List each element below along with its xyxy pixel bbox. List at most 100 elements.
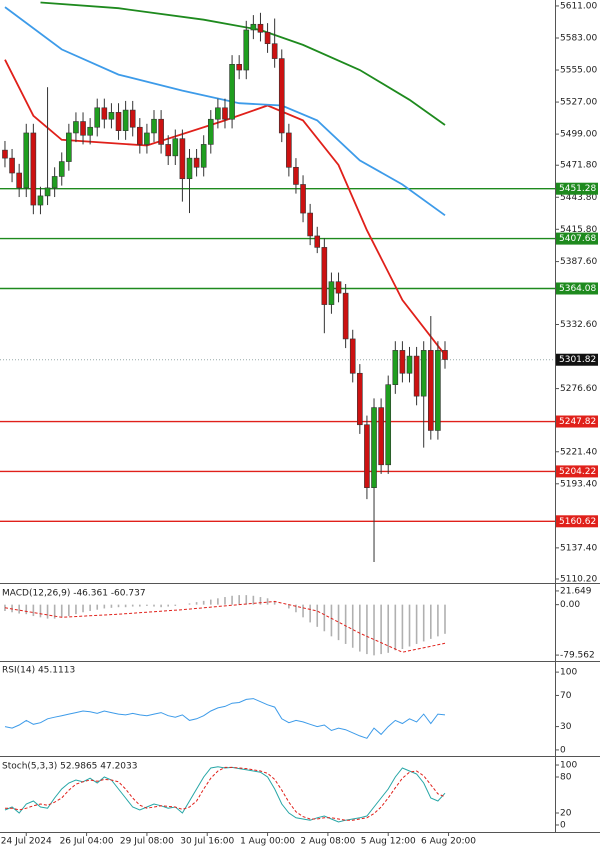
- macd-bar: [11, 604, 13, 613]
- candle-body: [144, 132, 150, 145]
- macd-bar: [231, 595, 233, 605]
- candle-body: [364, 424, 370, 488]
- y-tick-label: 5527.00: [560, 98, 597, 108]
- candle-body: [399, 350, 406, 374]
- candle-body: [80, 121, 86, 136]
- macd-bar: [437, 604, 439, 637]
- candle-body: [286, 132, 292, 168]
- macd-bar: [295, 604, 297, 613]
- x-tick-label: 30 Jul 16:00: [180, 837, 234, 847]
- macd-bar: [344, 604, 347, 644]
- macd-bar: [415, 604, 418, 644]
- macd-bar: [46, 604, 49, 619]
- macd-bar: [224, 597, 226, 605]
- candle-body: [30, 132, 37, 206]
- macd-bar: [401, 604, 404, 650]
- macd-bar: [408, 604, 411, 647]
- signal-line: [4, 600, 446, 653]
- macd-bar: [174, 604, 177, 606]
- y-tick-label: 80: [560, 773, 572, 783]
- macd-bar: [266, 598, 269, 605]
- panel-title: MACD(12,26,9) -46.361 -60.737: [2, 589, 146, 599]
- candle-body: [158, 118, 164, 145]
- candle-body: [392, 350, 399, 385]
- candle-body: [385, 384, 392, 466]
- candle-body: [101, 107, 108, 120]
- candle-body: [73, 121, 79, 134]
- candle-body: [342, 292, 349, 340]
- macd-bar: [39, 604, 42, 618]
- price-level-label: 5247.82: [559, 417, 596, 427]
- macd-bar: [4, 604, 6, 611]
- candle-body: [44, 187, 51, 197]
- y-tick-label: 30: [560, 722, 572, 732]
- candle-body: [129, 109, 136, 128]
- candle-body: [435, 350, 441, 431]
- macd-bar: [245, 595, 248, 605]
- y-tick-label: 0: [560, 745, 566, 755]
- candle-body: [200, 144, 207, 168]
- candle-body: [293, 166, 299, 185]
- macd-bar: [387, 604, 390, 653]
- y-tick-label: 5387.60: [560, 257, 597, 267]
- price-level-label: 5301.82: [559, 355, 596, 365]
- y-tick-label: 5110.20: [560, 574, 597, 584]
- price-level-label: 5160.62: [559, 517, 596, 527]
- candle-body: [51, 176, 58, 189]
- macd-bar: [288, 604, 290, 609]
- y-tick-label: 70: [560, 691, 572, 701]
- y-tick-label: 5471.80: [560, 161, 597, 171]
- price-level-label-box: [556, 353, 598, 366]
- x-tick-label: 26 Jul 04:00: [60, 837, 114, 847]
- y-tick-label: 5611.00: [560, 1, 597, 11]
- candle-body: [193, 157, 200, 168]
- macd-bar: [195, 602, 198, 605]
- macd-bar: [32, 604, 35, 617]
- macd-bar: [25, 604, 28, 615]
- price-level-label-box: [556, 465, 598, 478]
- candle-body: [165, 144, 172, 157]
- candle-body: [264, 31, 271, 45]
- price-level-label: 5407.68: [559, 234, 596, 244]
- macd-bar: [89, 604, 91, 611]
- y-tick-label: 5137.40: [560, 543, 597, 553]
- candle-body: [222, 107, 228, 120]
- macd-bar: [444, 604, 446, 634]
- price-level-label: 5204.22: [559, 467, 596, 477]
- macd-bar: [422, 604, 425, 642]
- macd-bar: [124, 604, 127, 608]
- candle-body: [87, 126, 93, 136]
- candle-body: [108, 112, 115, 120]
- candle-body: [250, 23, 257, 31]
- moving-average: [4, 6, 446, 217]
- macd-bar: [330, 604, 333, 637]
- candle-body: [186, 157, 193, 180]
- x-tick-label: 6 Aug 20:00: [421, 837, 476, 847]
- candle-body: [2, 149, 8, 159]
- candle-body: [378, 407, 384, 466]
- indicator-line: [4, 698, 446, 739]
- macd-bar: [82, 604, 84, 613]
- candle-body: [271, 43, 278, 59]
- candle-body: [371, 407, 377, 488]
- candle-body: [137, 126, 143, 145]
- macd-bar: [373, 604, 375, 656]
- price-level-label: 5364.08: [559, 284, 596, 294]
- indicator-line: [4, 766, 446, 823]
- moving-average: [40, 1, 446, 126]
- macd-bar: [53, 604, 56, 619]
- candle-body: [16, 172, 22, 189]
- x-tick-label: 24 Jul 2024: [1, 837, 52, 847]
- macd-bar: [160, 604, 162, 608]
- candle-body: [37, 195, 44, 206]
- x-tick-label: 1 Aug 00:00: [240, 837, 295, 847]
- y-tick-label: 5555.00: [560, 66, 597, 76]
- macd-bar: [68, 604, 70, 617]
- price-level-label: 5451.28: [559, 184, 596, 194]
- candle-body: [321, 247, 328, 305]
- macd-bar: [359, 604, 361, 652]
- price-level-label-box: [556, 515, 598, 528]
- price-level-label-box: [556, 415, 598, 428]
- y-tick-label: 100: [560, 761, 577, 771]
- candle-body: [427, 350, 434, 431]
